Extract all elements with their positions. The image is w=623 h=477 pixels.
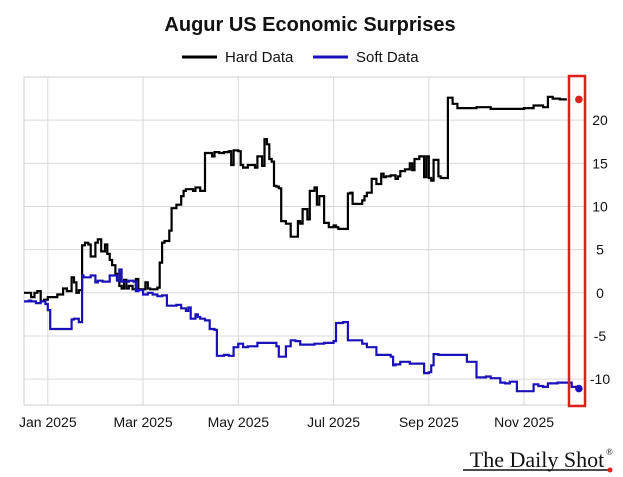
x-tick-label: Jan 2025 — [19, 414, 77, 430]
y-tick-label: -10 — [590, 371, 610, 387]
logo-red-dot — [607, 467, 613, 473]
x-tick-label: May 2025 — [208, 414, 270, 430]
series — [24, 95, 580, 393]
x-tick-label: Sep 2025 — [399, 414, 459, 430]
y-tick-label: 15 — [592, 155, 608, 171]
series-line-hard-data — [24, 95, 567, 303]
chart-title: Augur US Economic Surprises — [164, 14, 455, 36]
grid — [24, 77, 586, 405]
y-tick-label: 0 — [596, 285, 604, 301]
legend-label-hard-data: Hard Data — [225, 49, 294, 66]
x-tick-label: Jul 2025 — [307, 414, 360, 430]
x-tick-label: Nov 2025 — [494, 414, 554, 430]
x-tick-label: Mar 2025 — [113, 414, 172, 430]
end-markers — [575, 95, 583, 393]
series-line-soft-data — [24, 268, 580, 393]
latest-values-highlight-box — [567, 74, 587, 408]
x-axis: Jan 2025 Mar 2025 May 2025 Jul 2025 Sep 2025… — [19, 414, 554, 430]
end-marker-soft-data — [575, 384, 583, 393]
logo-text: The Daily Shot — [470, 447, 604, 472]
legend: Hard Data Soft Data — [182, 49, 419, 66]
y-tick-label: 5 — [596, 242, 604, 258]
y-tick-label: 20 — [592, 112, 608, 128]
logo-registered-mark: ® — [606, 447, 613, 457]
y-axis: 20 15 10 5 0 -5 -10 — [590, 112, 610, 387]
daily-shot-logo: The Daily Shot ® — [463, 447, 613, 473]
plot-frame — [23, 76, 587, 406]
legend-label-soft-data: Soft Data — [356, 49, 419, 66]
end-marker-hard-data — [575, 95, 583, 104]
y-tick-label: -5 — [594, 328, 607, 344]
y-tick-label: 10 — [592, 198, 608, 214]
